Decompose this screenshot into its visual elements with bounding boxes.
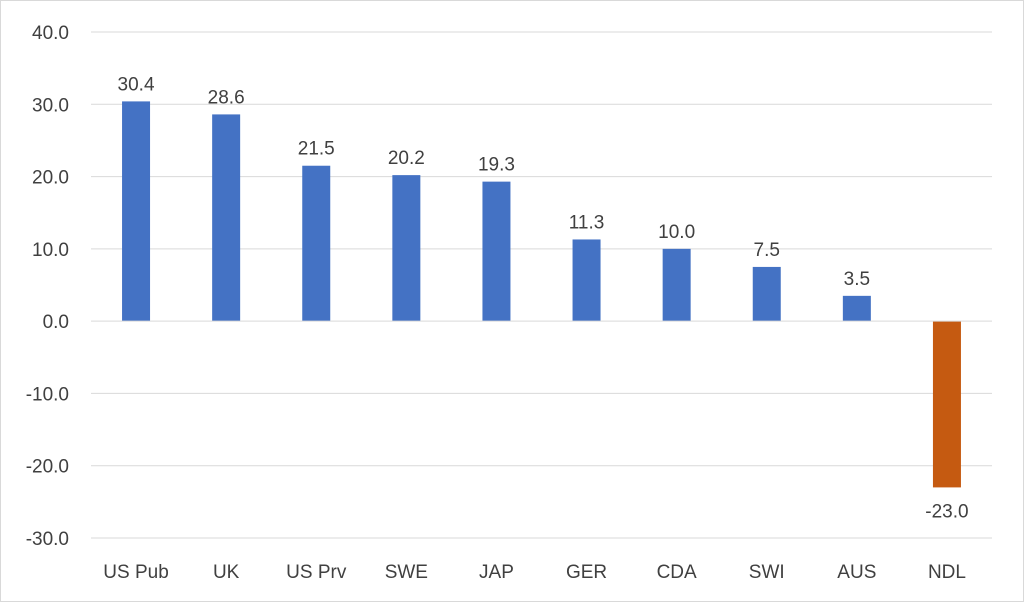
category-label: SWE xyxy=(385,562,428,583)
bar-cda xyxy=(662,248,691,322)
category-label: US Prv xyxy=(286,562,347,583)
y-tick-label: -20.0 xyxy=(26,457,69,478)
category-label: AUS xyxy=(837,562,876,583)
y-tick-label: 40.0 xyxy=(32,23,69,44)
y-tick-label: 0.0 xyxy=(43,312,69,333)
bar-ndl xyxy=(932,321,961,488)
data-labels: 30.4 28.6 21.5 20.2 19.3 11.3 10.0 7.5 3.5 -23.0 xyxy=(118,74,969,522)
data-label: 10.0 xyxy=(658,222,695,243)
data-label: 19.3 xyxy=(478,155,515,176)
bars xyxy=(122,101,961,488)
bar-swi xyxy=(752,266,781,322)
y-tick-label: 30.0 xyxy=(32,95,69,116)
bar-aus xyxy=(842,295,871,322)
data-label: 21.5 xyxy=(298,139,335,160)
bar-uk xyxy=(212,114,241,322)
data-label: 7.5 xyxy=(754,240,780,261)
data-label: -23.0 xyxy=(925,501,968,522)
y-tick-label: -10.0 xyxy=(26,384,69,405)
category-label: JAP xyxy=(479,562,514,583)
category-label: CDA xyxy=(657,562,697,583)
bar-jap xyxy=(482,181,511,322)
y-tick-label: 20.0 xyxy=(32,168,69,189)
data-label: 11.3 xyxy=(569,212,605,233)
x-axis-category-labels: US Pub UK US Prv SWE JAP GER CDA SWI AUS NDL xyxy=(103,562,966,583)
y-axis-tick-labels: 40.0 30.0 20.0 10.0 0.0 -10.0 -20.0 -30.0 xyxy=(26,23,69,550)
data-label: 3.5 xyxy=(844,269,870,290)
category-label: SWI xyxy=(749,562,785,583)
data-label: 30.4 xyxy=(118,74,155,95)
bar-ger xyxy=(572,239,601,322)
y-tick-label: -30.0 xyxy=(26,529,69,550)
gridlines xyxy=(91,31,992,539)
category-label: US Pub xyxy=(103,562,168,583)
category-label: UK xyxy=(213,562,240,583)
bar-us-pub xyxy=(122,101,151,322)
category-label: NDL xyxy=(928,562,966,583)
category-label: GER xyxy=(566,562,607,583)
data-label: 28.6 xyxy=(208,87,245,108)
bar-us-prv xyxy=(302,165,331,322)
bar-swe xyxy=(392,175,421,322)
data-label: 20.2 xyxy=(388,148,425,169)
y-tick-label: 10.0 xyxy=(32,240,69,261)
